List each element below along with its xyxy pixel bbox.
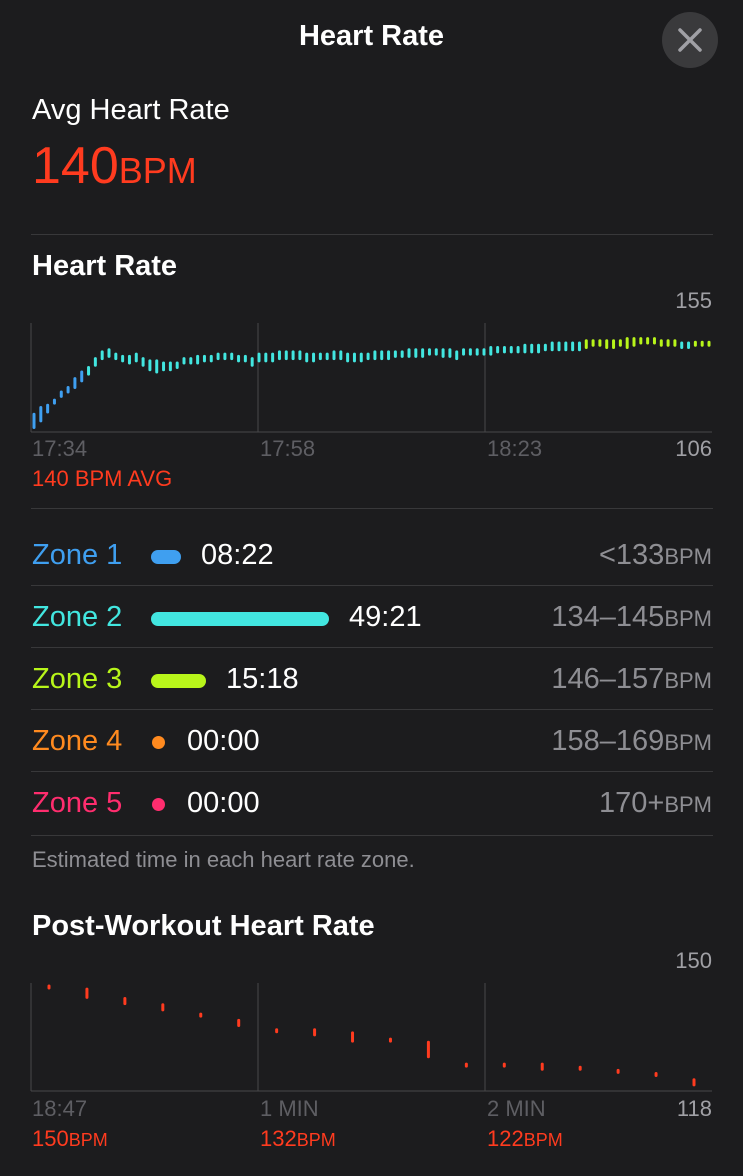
post-x-label-2: 2 MIN [487,1096,546,1121]
post-value-0: 150BPM [32,1126,108,1152]
avg-heart-rate-unit: BPM [118,150,197,191]
zone-5-dot [152,798,165,811]
post-value-2: 122BPM [487,1126,563,1152]
hr-avg-label: 140 BPM AVG [32,466,173,491]
zone-5-range-value: 170+ [598,787,665,819]
post-value-1: 132BPM [260,1126,336,1152]
sheet-title: Heart Rate [298,20,445,52]
zone-2-name: Zone 2 [32,601,123,633]
zone-1-range: <133BPM [599,539,712,572]
zone-4-name: Zone 4 [32,725,123,757]
post-value-1-unit: BPM [296,1130,336,1150]
hr-y-min-label: 106 [675,436,712,461]
zone-3-name: Zone 3 [32,663,123,695]
zone-3-range-value: 146–157 [551,663,665,695]
zone-1-range-value: <133 [598,539,665,571]
zone-1-name: Zone 1 [32,539,123,571]
zone-5-range-unit: BPM [664,792,712,817]
heart-rate-section-title: Heart Rate [32,250,178,282]
post-value-0-unit: BPM [68,1130,108,1150]
close-icon [678,28,702,52]
divider [31,234,713,235]
heart-rate-chart [30,323,712,433]
hr-x-label-1: 17:58 [260,436,316,461]
zone-4-dot [152,736,165,749]
zone-3-time: 15:18 [226,663,299,695]
zone-4-time: 00:00 [187,725,260,757]
post-value-0-number: 150 [32,1126,69,1151]
hr-y-max-label: 155 [675,288,712,313]
zone-3-bar [151,674,206,688]
hr-x-label-2: 18:23 [487,436,543,461]
zone-1-range-unit: BPM [664,544,712,569]
zone-3-range-unit: BPM [664,668,712,693]
zone-5-range: 170+BPM [599,787,712,820]
post-value-2-number: 122 [487,1126,524,1151]
zone-2-bar [151,612,329,626]
post-workout-section-title: Post-Workout Heart Rate [32,910,375,942]
zone-divider [31,585,713,586]
zone-divider [31,647,713,648]
zone-4-range-unit: BPM [664,730,712,755]
post-y-max-label: 150 [675,948,712,973]
close-button[interactable] [662,12,718,68]
zone-1-time: 08:22 [201,539,274,571]
divider [31,835,713,836]
zone-1-bar [151,550,181,564]
zone-2-range-value: 134–145 [551,601,665,633]
zone-divider [31,709,713,710]
zone-2-range: 134–145BPM [551,601,712,634]
zone-4-range-value: 158–169 [551,725,665,757]
hr-x-label-0: 17:34 [32,436,88,461]
avg-heart-rate-value: 140BPM [32,136,197,196]
zone-note: Estimated time in each heart rate zone. [32,847,415,872]
divider [31,508,713,509]
post-workout-chart [30,983,712,1092]
post-y-min-label: 118 [676,1096,712,1121]
avg-heart-rate-number: 140 [32,137,119,195]
zone-2-time: 49:21 [349,601,422,633]
zone-2-range-unit: BPM [664,606,712,631]
zone-5-time: 00:00 [187,787,260,819]
zone-3-range: 146–157BPM [551,663,712,696]
zone-divider [31,771,713,772]
avg-heart-rate-label: Avg Heart Rate [32,94,230,126]
post-x-label-0: 18:47 [32,1096,88,1121]
zone-4-range: 158–169BPM [551,725,712,758]
zone-5-name: Zone 5 [32,787,123,819]
post-value-1-number: 132 [260,1126,297,1151]
post-value-2-unit: BPM [523,1130,563,1150]
post-x-label-1: 1 MIN [260,1096,319,1121]
